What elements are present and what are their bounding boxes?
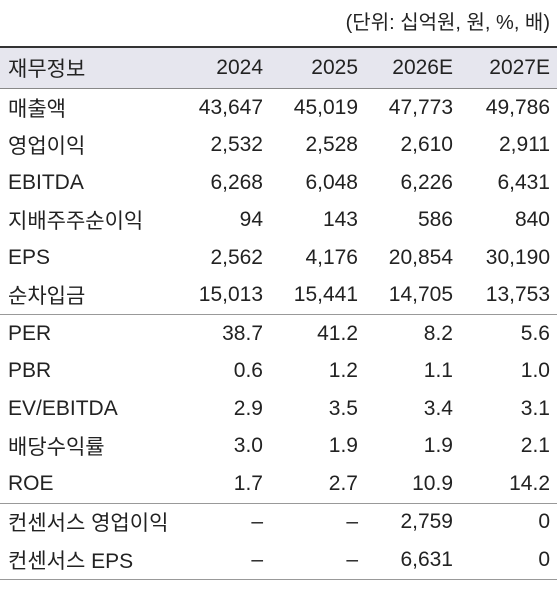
table-row: 영업이익 2,532 2,528 2,610 2,911 — [0, 127, 557, 165]
value-cell: 6,226 — [400, 170, 453, 194]
value-cell: 15,441 — [293, 283, 358, 307]
value-cell: 2,532 — [210, 133, 263, 157]
row-label: PER — [8, 321, 52, 345]
row-label: ROE — [8, 471, 54, 495]
value-cell: 13,753 — [485, 283, 550, 307]
header-cell: 2024 — [216, 56, 263, 79]
value-cell: 14,705 — [388, 283, 453, 307]
value-cell: 6,631 — [400, 547, 453, 571]
value-cell: 2.9 — [233, 396, 263, 420]
value-cell: 1.7 — [233, 471, 263, 495]
row-label: 지배주주순이익 — [8, 210, 144, 234]
value-cell: 2,610 — [400, 133, 453, 157]
value-cell: 840 — [514, 208, 550, 232]
value-cell: 1.9 — [423, 434, 453, 458]
value-cell: 47,773 — [388, 95, 453, 119]
row-label: EPS — [8, 245, 51, 269]
value-cell: 94 — [239, 208, 263, 232]
table-row: 지배주주순이익 94 143 586 840 — [0, 202, 557, 240]
value-cell: 2,759 — [400, 510, 453, 534]
table-row: EPS 2,562 4,176 20,854 30,190 — [0, 239, 557, 277]
table-row: EV/EBITDA 2.9 3.5 3.4 3.1 — [0, 390, 557, 428]
table-row: 컨센서스 EPS – – 6,631 0 — [0, 541, 557, 579]
value-cell: – — [346, 547, 358, 571]
row-label: PBR — [8, 359, 52, 383]
value-cell: 0 — [538, 510, 550, 534]
row-label: 배당수익률 — [8, 436, 105, 460]
value-cell: 3.5 — [328, 396, 358, 420]
value-cell: 30,190 — [485, 245, 550, 269]
value-cell: 41.2 — [317, 321, 358, 345]
header-cell: 2026E — [392, 56, 453, 79]
row-label: 순차입금 — [8, 285, 86, 309]
value-cell: 5.6 — [520, 321, 550, 345]
table-row: ROE 1.7 2.7 10.9 14.2 — [0, 465, 557, 503]
header-row: 재무정보 2024 2025 2026E 2027E — [0, 47, 557, 89]
value-cell: 3.1 — [520, 396, 550, 420]
value-cell: 6,268 — [210, 170, 263, 194]
table-section: 컨센서스 영업이익 – – 2,759 0 컨센서스 EPS – – 6,631 0 — [0, 503, 557, 579]
value-cell: 586 — [417, 208, 453, 232]
value-cell: 1.9 — [328, 434, 358, 458]
table-row: 순차입금 15,013 15,441 14,705 13,753 — [0, 277, 557, 315]
table-section: PER 38.7 41.2 8.2 5.6 PBR 0.6 1.2 1.1 1.0 EV/EBITD… — [0, 315, 557, 503]
value-cell: 6,431 — [497, 170, 550, 194]
table-row: PBR 0.6 1.2 1.1 1.0 — [0, 353, 557, 391]
value-cell: 43,647 — [198, 95, 263, 119]
value-cell: 2.1 — [520, 434, 550, 458]
value-cell: 49,786 — [485, 95, 550, 119]
table-row: 배당수익률 3.0 1.9 1.9 2.1 — [0, 428, 557, 466]
row-label: 컨센서스 영업이익 — [8, 512, 169, 536]
row-label: 영업이익 — [8, 135, 86, 159]
value-cell: 0 — [538, 547, 550, 571]
value-cell: 20,854 — [388, 245, 453, 269]
value-cell: 3.0 — [233, 434, 263, 458]
value-cell: 4,176 — [305, 245, 358, 269]
value-cell: 8.2 — [423, 321, 453, 345]
value-cell: – — [251, 510, 263, 534]
header-cell: 재무정보 — [8, 58, 86, 81]
table-section: 매출액 43,647 45,019 47,773 49,786 영업이익 2,532 2,52… — [0, 89, 557, 315]
value-cell: 1.2 — [328, 359, 358, 383]
table-row: PER 38.7 41.2 8.2 5.6 — [0, 315, 557, 353]
value-cell: 1.0 — [520, 359, 550, 383]
value-cell: – — [346, 510, 358, 534]
value-cell: 6,048 — [305, 170, 358, 194]
value-cell: 14.2 — [509, 471, 550, 495]
row-label: EBITDA — [8, 170, 84, 194]
table-row: EBITDA 6,268 6,048 6,226 6,431 — [0, 164, 557, 202]
financial-table: 재무정보 2024 2025 2026E 2027E 매출액 43,647 45,019 47… — [0, 46, 557, 580]
row-label: 컨센서스 EPS — [8, 549, 134, 573]
row-label: EV/EBITDA — [8, 396, 118, 420]
value-cell: 38.7 — [222, 321, 263, 345]
row-label: 매출액 — [8, 97, 66, 121]
value-cell: 1.1 — [423, 359, 453, 383]
value-cell: 2,911 — [499, 133, 550, 157]
value-cell: 45,019 — [293, 95, 358, 119]
value-cell: 3.4 — [423, 396, 453, 420]
header-cell: 2025 — [311, 56, 358, 79]
unit-note: (단위: 십억원, 원, %, 배) — [345, 12, 550, 34]
value-cell: – — [251, 547, 263, 571]
table-header: 재무정보 2024 2025 2026E 2027E — [0, 47, 557, 89]
value-cell: 2.7 — [328, 471, 358, 495]
value-cell: 15,013 — [198, 283, 263, 307]
header-cell: 2027E — [489, 56, 550, 79]
value-cell: 2,528 — [305, 133, 358, 157]
value-cell: 0.6 — [233, 359, 263, 383]
table-row: 컨센서스 영업이익 – – 2,759 0 — [0, 503, 557, 541]
value-cell: 10.9 — [412, 471, 453, 495]
value-cell: 143 — [322, 208, 358, 232]
value-cell: 2,562 — [210, 245, 263, 269]
table-row: 매출액 43,647 45,019 47,773 49,786 — [0, 89, 557, 127]
